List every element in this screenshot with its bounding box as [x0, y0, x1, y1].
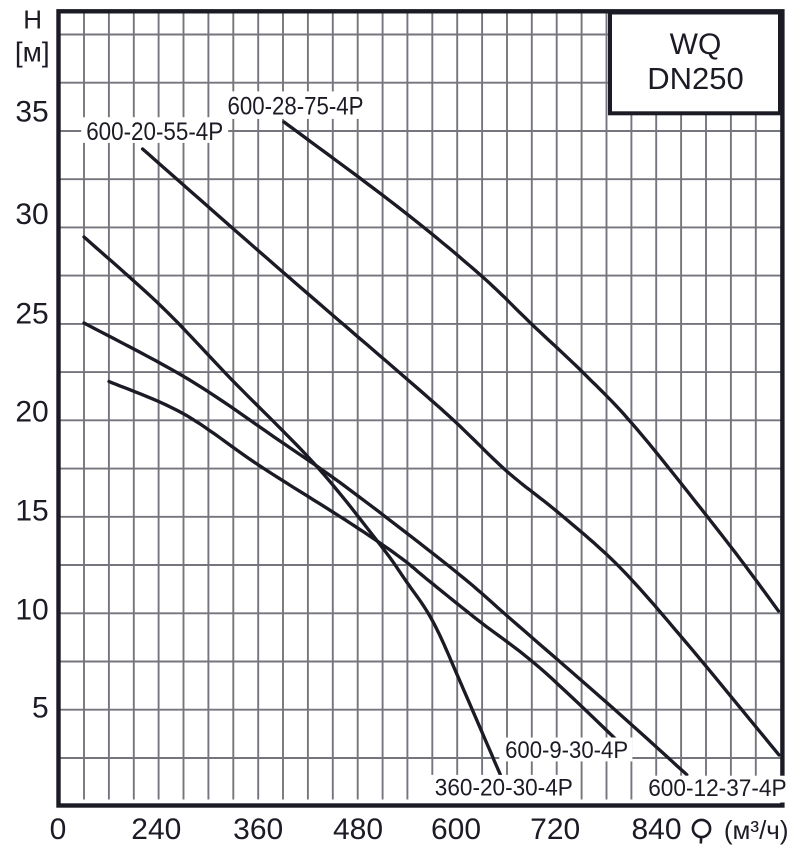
svg-text:0: 0	[50, 813, 67, 846]
svg-text:DN250: DN250	[647, 61, 744, 96]
svg-text:600-28-75-4P: 600-28-75-4P	[228, 93, 364, 121]
svg-text:840: 840	[631, 813, 681, 846]
svg-text:5: 5	[32, 691, 49, 724]
svg-text:25: 25	[15, 297, 48, 330]
svg-text:35: 35	[15, 95, 48, 128]
svg-text:600-20-55-4P: 600-20-55-4P	[86, 118, 223, 146]
svg-text:600: 600	[431, 813, 481, 846]
svg-text:10: 10	[15, 593, 48, 626]
svg-text:[м]: [м]	[15, 37, 50, 68]
svg-text:480: 480	[333, 813, 383, 846]
svg-text:15: 15	[15, 495, 48, 528]
svg-text:240: 240	[131, 813, 181, 846]
svg-text:WQ: WQ	[670, 28, 722, 61]
svg-text:600-12-37-4P: 600-12-37-4P	[648, 775, 786, 802]
svg-text:600-9-30-4P: 600-9-30-4P	[505, 737, 628, 764]
svg-text:30: 30	[15, 198, 48, 231]
svg-text:H: H	[23, 5, 42, 35]
svg-text:360-20-30-4P: 360-20-30-4P	[435, 775, 573, 802]
svg-text:720: 720	[530, 813, 580, 846]
svg-text:(м³/ч): (м³/ч)	[724, 815, 789, 845]
svg-text:360: 360	[233, 813, 283, 846]
svg-text:20: 20	[15, 396, 48, 429]
